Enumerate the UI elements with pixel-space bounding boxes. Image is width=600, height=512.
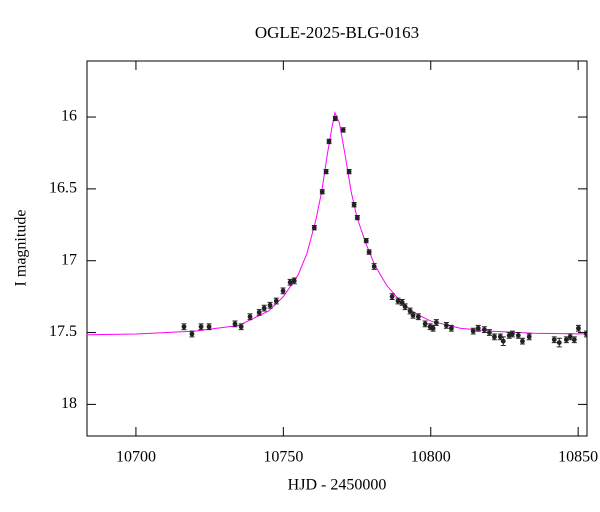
- data-point: [371, 264, 377, 269]
- data-point: [563, 337, 569, 343]
- data-point: [526, 334, 532, 340]
- data-point: [198, 324, 204, 330]
- data-point: [492, 334, 497, 340]
- data-point: [433, 320, 439, 325]
- x-tick-label: 10700: [116, 449, 156, 466]
- x-tick-label: 10800: [411, 449, 451, 466]
- data-point: [232, 321, 238, 327]
- data-point: [482, 327, 487, 333]
- data-point: [238, 324, 244, 330]
- data-point: [510, 331, 515, 337]
- data-point: [261, 305, 267, 311]
- data-point: [389, 294, 395, 300]
- x-axis-label: HJD - 2450000: [288, 477, 387, 494]
- data-point: [571, 337, 577, 343]
- data-point: [319, 189, 325, 195]
- data-point: [273, 298, 279, 304]
- data-point: [395, 298, 401, 304]
- data-point: [366, 249, 372, 255]
- data-point: [346, 169, 352, 175]
- data-point: [422, 321, 428, 327]
- data-point: [340, 127, 346, 133]
- y-tick-label: 18: [61, 395, 77, 412]
- data-point: [332, 116, 338, 121]
- data-point: [287, 279, 293, 285]
- plot-frame: [86, 60, 588, 437]
- data-point: [475, 325, 481, 331]
- data-point: [448, 325, 454, 331]
- data-point: [520, 338, 525, 344]
- data-point: [363, 238, 369, 243]
- y-tick-label: 17: [61, 251, 77, 268]
- y-tick-label: 17.5: [49, 323, 77, 340]
- data-point: [189, 331, 195, 337]
- data-point: [256, 310, 262, 315]
- x-tick-label: 10750: [263, 449, 303, 466]
- data-point: [351, 202, 357, 208]
- y-axis-label: I magnitude: [13, 210, 30, 287]
- data-point: [247, 314, 253, 320]
- data-point: [551, 337, 557, 343]
- data-point: [402, 304, 408, 310]
- model-curve: [87, 111, 587, 336]
- chart-title: OGLE-2025-BLG-0163: [255, 23, 419, 42]
- plot-area: [87, 111, 587, 348]
- data-point: [354, 215, 360, 221]
- data-point: [556, 340, 562, 346]
- data-point: [323, 169, 329, 175]
- data-point: [515, 333, 521, 338]
- data-point: [443, 322, 449, 328]
- data-point: [500, 338, 506, 344]
- data-point: [206, 324, 212, 330]
- data-point: [430, 325, 436, 331]
- data-point: [415, 314, 421, 320]
- data-point: [311, 225, 317, 231]
- y-tick-label: 16.5: [49, 180, 77, 197]
- data-point: [576, 325, 581, 331]
- data-point: [181, 324, 187, 330]
- data-point: [291, 278, 297, 284]
- x-tick-label: 10850: [558, 449, 598, 466]
- data-point: [497, 334, 503, 340]
- data-point: [280, 288, 286, 294]
- data-point: [410, 312, 416, 318]
- data-point: [267, 302, 273, 308]
- data-point: [487, 330, 492, 335]
- y-tick-label: 16: [61, 108, 77, 125]
- data-point: [326, 139, 332, 144]
- data-point: [470, 328, 476, 334]
- data-point: [567, 334, 573, 340]
